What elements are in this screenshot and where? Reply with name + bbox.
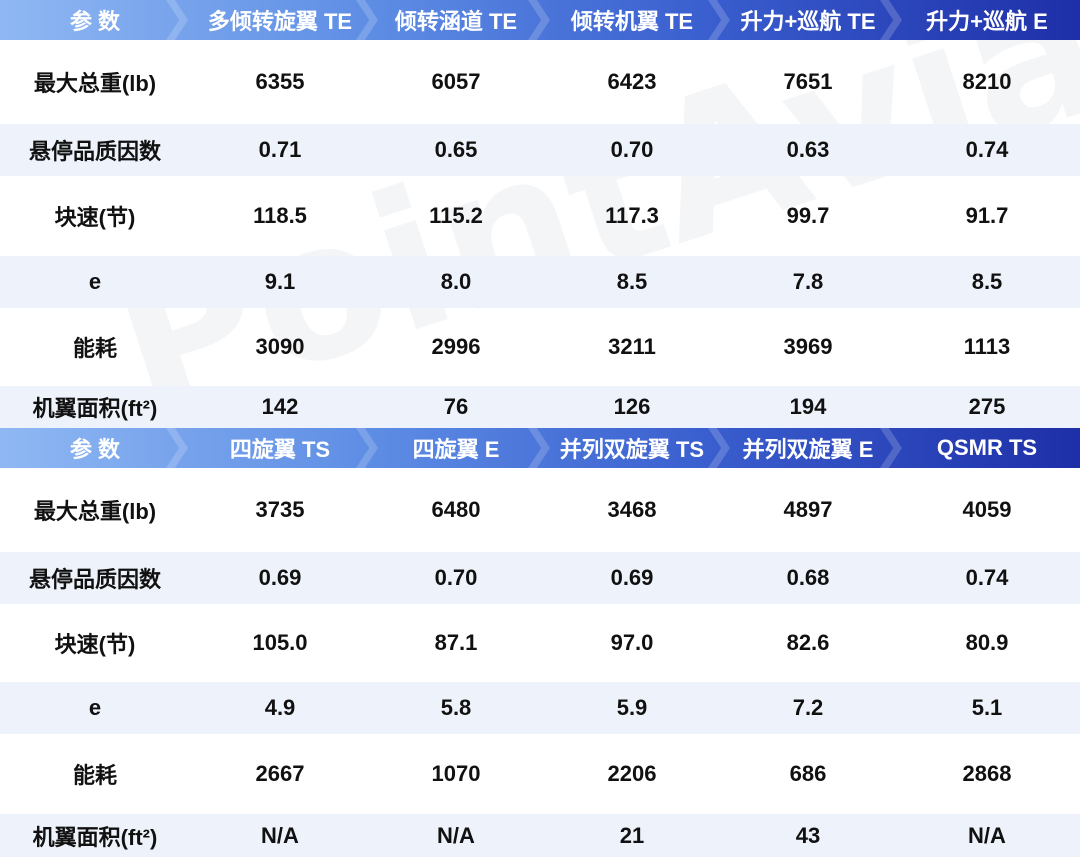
row-param-label: 悬停品质因数 bbox=[28, 567, 161, 592]
header-param-label: 参 数 bbox=[69, 9, 121, 34]
header-column-label: 四旋翼 E bbox=[412, 437, 500, 462]
table-cell: 1113 bbox=[963, 334, 1011, 359]
table-cell: 275 bbox=[968, 394, 1006, 419]
table-cell: 3468 bbox=[607, 497, 657, 522]
table-row: 悬停品质因数 0.71 0.65 0.70 0.63 0.74 bbox=[0, 124, 1080, 176]
table-cell: 87.1 bbox=[434, 630, 478, 655]
table-cell: 0.69 bbox=[610, 565, 654, 590]
row-param-label: 块速(节) bbox=[54, 205, 136, 230]
header-column-label: 并列双旋翼 TS bbox=[559, 437, 705, 462]
row-param-label: 机翼面积(ft²) bbox=[32, 396, 158, 421]
row-param-label: 最大总重(lb) bbox=[33, 71, 157, 96]
table-row: 最大总重(lb) 3735 6480 3468 4897 4059 bbox=[0, 468, 1080, 552]
table-cell: 3211 bbox=[608, 334, 656, 359]
table-cell: 117.3 bbox=[605, 203, 659, 228]
table-cell: 7.2 bbox=[792, 695, 824, 720]
header-column-label: 倾转涵道 TE bbox=[394, 9, 518, 34]
table-cell: 5.8 bbox=[440, 695, 472, 720]
table-cell: 2206 bbox=[607, 761, 657, 786]
table-cell: 5.9 bbox=[616, 695, 648, 720]
row-param-label: 机翼面积(ft²) bbox=[32, 824, 158, 850]
table-cell: 1070 bbox=[431, 761, 481, 786]
table-row: 机翼面积(ft²) 142 76 126 194 275 bbox=[0, 386, 1080, 428]
table-cell: 0.74 bbox=[965, 137, 1009, 162]
row-param-label: e bbox=[88, 695, 102, 720]
table-cell: 0.63 bbox=[786, 137, 830, 162]
table-cell: 8.0 bbox=[440, 269, 472, 294]
header-column-label: QSMR TS bbox=[936, 435, 1038, 460]
table-cell: 2996 bbox=[431, 334, 481, 359]
header-column-label: 升力+巡航 TE bbox=[740, 9, 876, 34]
table-row: 最大总重(lb) 6355 6057 6423 7651 8210 bbox=[0, 40, 1080, 124]
header-param-label: 参 数 bbox=[69, 437, 121, 462]
table-header-row: 参 数 四旋翼 TS 四旋翼 E 并列双旋翼 TS 并列双旋翼 E QSMR TS bbox=[0, 428, 1080, 468]
row-param-label: 悬停品质因数 bbox=[28, 139, 161, 164]
header-column-label: 升力+巡航 E bbox=[926, 9, 1048, 34]
table-row: 块速(节) 118.5 115.2 117.3 99.7 91.7 bbox=[0, 176, 1080, 256]
table-cell: 6057 bbox=[431, 69, 481, 94]
header-column-label: 多倾转旋翼 TE bbox=[207, 9, 353, 34]
table-cell: 6355 bbox=[255, 69, 305, 94]
row-param-label: 最大总重(lb) bbox=[33, 499, 157, 524]
table-cell: 0.74 bbox=[965, 565, 1009, 590]
table-cell: 7651 bbox=[783, 69, 833, 94]
table-cell: 3969 bbox=[783, 334, 833, 359]
row-param-label: 能耗 bbox=[72, 336, 117, 361]
table-cell: 8.5 bbox=[971, 269, 1003, 294]
table-cell: N/A bbox=[437, 822, 475, 848]
table-row: 机翼面积(ft²) N/A N/A 21 43 N/A bbox=[0, 814, 1080, 857]
table-cell: 0.70 bbox=[610, 137, 654, 162]
table-cell: 7.8 bbox=[792, 269, 824, 294]
header-column-label: 倾转机翼 TE bbox=[570, 9, 694, 34]
table-cell: 4059 bbox=[962, 497, 1012, 522]
table-cell: 8.5 bbox=[616, 269, 648, 294]
table-cell: 76 bbox=[443, 394, 469, 419]
table-cell: 3090 bbox=[255, 334, 305, 359]
table-row: 能耗 2667 1070 2206 686 2868 bbox=[0, 734, 1080, 814]
table-cell: 194 bbox=[789, 394, 827, 419]
table-cell: 3735 bbox=[255, 497, 305, 522]
table-cell: 142 bbox=[261, 394, 299, 419]
table-row: 块速(节) 105.0 87.1 97.0 82.6 80.9 bbox=[0, 604, 1080, 682]
table-cell: 9.1 bbox=[264, 269, 296, 294]
table-cell: 0.70 bbox=[434, 565, 478, 590]
table-cell: 0.71 bbox=[258, 137, 302, 162]
header-column-label: 四旋翼 TS bbox=[229, 437, 331, 462]
table-row: 能耗 3090 2996 3211 3969 1113 bbox=[0, 308, 1080, 386]
table-cell: 6480 bbox=[431, 497, 481, 522]
table-cell: 4.9 bbox=[264, 695, 296, 720]
table-cell: 82.6 bbox=[786, 630, 830, 655]
table-cell: 0.65 bbox=[434, 137, 478, 162]
header-column-label: 并列双旋翼 E bbox=[742, 437, 874, 462]
table-cell: 43 bbox=[795, 822, 821, 848]
table-cell: N/A bbox=[261, 822, 299, 848]
table-cell: 91.7 bbox=[965, 203, 1009, 228]
row-param-label: 能耗 bbox=[72, 763, 117, 788]
table-row: e 4.9 5.8 5.9 7.2 5.1 bbox=[0, 682, 1080, 734]
table-cell: 5.1 bbox=[971, 695, 1003, 720]
table-cell: N/A bbox=[968, 822, 1006, 848]
table-cell: 21 bbox=[619, 822, 645, 848]
table-cell: 105.0 bbox=[252, 630, 308, 655]
table-cell: 4897 bbox=[783, 497, 833, 522]
table-cell: 6423 bbox=[607, 69, 657, 94]
table-cell: 115.2 bbox=[429, 203, 483, 228]
table-cell: 2868 bbox=[962, 761, 1012, 786]
table-cell: 0.68 bbox=[786, 565, 830, 590]
row-param-label: 块速(节) bbox=[54, 632, 136, 657]
table-cell: 2667 bbox=[255, 761, 305, 786]
table-cell: 8210 bbox=[962, 69, 1012, 94]
table-cell: 0.69 bbox=[258, 565, 302, 590]
table-header-row: 参 数 多倾转旋翼 TE 倾转涵道 TE 倾转机翼 TE 升力+巡航 TE 升力+巡航 E bbox=[0, 0, 1080, 40]
table-cell: 126 bbox=[613, 394, 651, 419]
row-param-label: e bbox=[88, 269, 102, 294]
table-cell: 97.0 bbox=[610, 630, 654, 655]
table-row: e 9.1 8.0 8.5 7.8 8.5 bbox=[0, 256, 1080, 308]
table-cell: 686 bbox=[789, 761, 827, 786]
table-row: 悬停品质因数 0.69 0.70 0.69 0.68 0.74 bbox=[0, 552, 1080, 604]
table-cell: 80.9 bbox=[965, 630, 1009, 655]
table-cell: 118.5 bbox=[253, 203, 307, 228]
table-cell: 99.7 bbox=[786, 203, 830, 228]
